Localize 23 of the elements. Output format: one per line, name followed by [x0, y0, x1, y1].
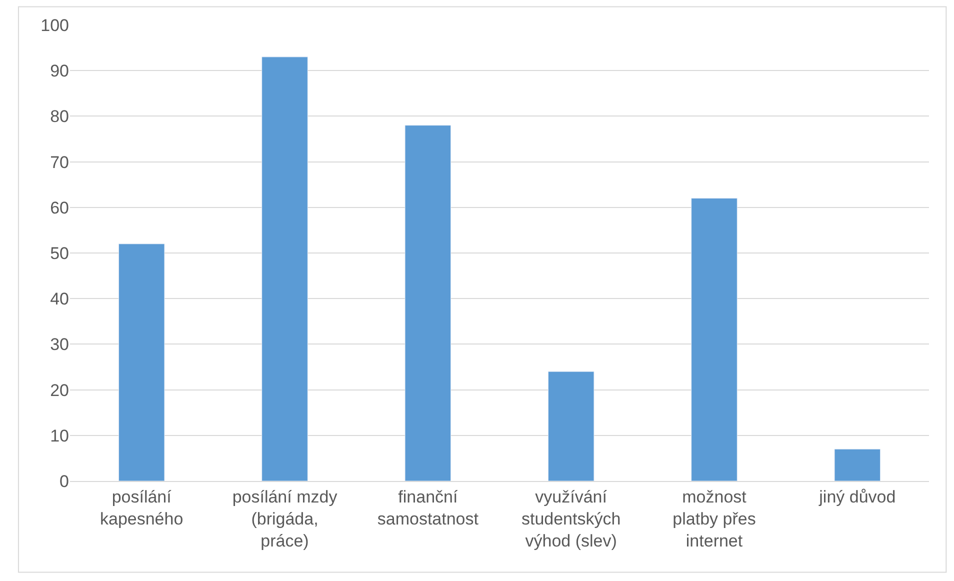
x-tick-label: posílání mzdy (brigáda, práce) — [232, 487, 338, 551]
y-tick-label: 100 — [40, 16, 69, 35]
x-tick-label: jiný důvod — [818, 487, 896, 506]
bar — [548, 371, 594, 481]
bar — [262, 56, 308, 481]
bar — [691, 198, 738, 481]
y-tick-label: 30 — [50, 335, 69, 354]
bar — [404, 125, 452, 481]
y-tick-label: 10 — [50, 426, 69, 446]
y-tick-label: 60 — [50, 198, 69, 218]
x-tick-label: posílání kapesného — [100, 487, 184, 528]
y-tick-label: 40 — [50, 290, 69, 309]
x-tick-label: finanční samostatnost — [377, 487, 479, 528]
x-tick-label: využívání studentských výhod (slev) — [521, 487, 621, 551]
y-tick-label: 90 — [50, 62, 69, 81]
y-tick-label: 20 — [50, 380, 69, 400]
bar — [118, 244, 165, 481]
bar — [834, 448, 881, 481]
y-tick-label: 80 — [50, 107, 69, 126]
y-tick-label: 0 — [60, 472, 69, 491]
y-tick-label: 70 — [50, 152, 69, 172]
x-tick-label: možnost platby přes internet — [672, 487, 756, 551]
y-tick-label: 50 — [50, 244, 69, 263]
